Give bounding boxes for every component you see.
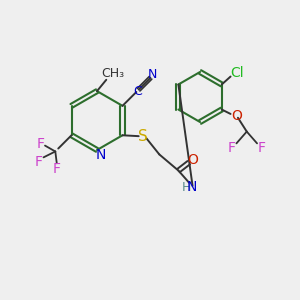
Text: N: N [187,180,197,194]
Text: C: C [133,85,142,98]
Text: F: F [228,141,236,155]
Text: O: O [231,109,242,123]
Text: Cl: Cl [230,66,244,80]
Text: F: F [257,141,266,155]
Text: CH₃: CH₃ [102,67,125,80]
Text: S: S [138,129,148,144]
Text: O: O [188,153,199,167]
Text: H: H [182,181,191,194]
Text: F: F [35,155,43,169]
Text: F: F [37,137,45,151]
Text: F: F [53,161,61,176]
Text: N: N [95,148,106,162]
Text: N: N [148,68,158,81]
